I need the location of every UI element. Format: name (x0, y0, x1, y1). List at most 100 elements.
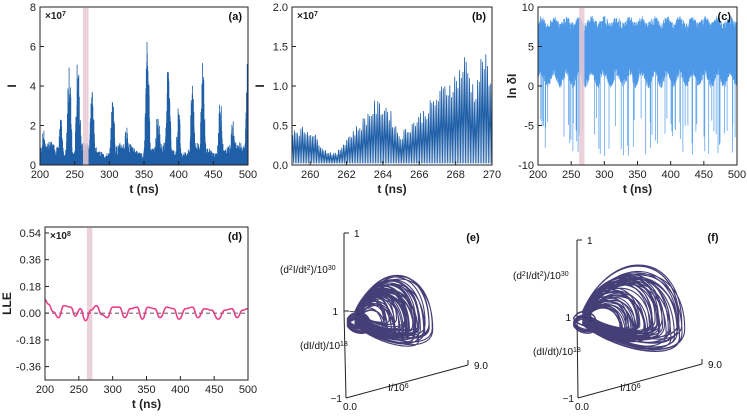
lndI-trace (538, 15, 737, 156)
superscript: 2 (307, 265, 311, 272)
x-tick-label: 400 (171, 384, 189, 396)
superscript: 18 (340, 341, 348, 348)
intensity-trace (40, 42, 248, 165)
y-tick-label: 5 (528, 42, 534, 54)
z-tick-label: 1 (587, 236, 593, 247)
label-part: I/10 (620, 383, 637, 394)
axis-multiplier: ×108 (50, 231, 71, 243)
highlight-window (86, 228, 93, 380)
x-axis-label: t (ns) (132, 397, 161, 411)
phase-trajectory (346, 275, 434, 347)
y-tick-label: 1.0 (273, 81, 288, 93)
y-tick-label: 6 (30, 42, 36, 54)
x-axis-label: I/106 (620, 383, 641, 395)
z-axis-label: (d2I/dt2)/1030 (513, 271, 569, 283)
y-tick-label: 0.5 (273, 121, 288, 133)
y-axis (343, 310, 347, 399)
x-axis-label: t (ns) (623, 182, 652, 196)
z-axis-label: (d2I/dt2)/1030 (280, 265, 336, 277)
panel-label: (d) (228, 231, 242, 243)
x-tick-label: 450 (205, 384, 223, 396)
x-tick-label: 500 (239, 384, 257, 396)
x-axis-label: t (ns) (129, 182, 158, 196)
y-tick-label: -0.36 (16, 362, 41, 374)
superscript: 7 (314, 11, 318, 18)
y-tick-label: −1 (563, 394, 575, 405)
x-tick-label: 300 (100, 169, 118, 181)
y-tick-label: 0.0 (273, 160, 288, 172)
intensity-trace (292, 54, 492, 164)
panel-label: (a) (229, 11, 243, 23)
x-tick-label: 268 (446, 169, 464, 181)
label-part: (d (513, 271, 522, 282)
panel-label: (c) (718, 11, 732, 23)
highlight-window (579, 8, 585, 165)
x-tick-label: 300 (103, 384, 121, 396)
label-part: (d (280, 265, 289, 276)
label-part: ×10 (50, 231, 67, 242)
y-tick-label: -5 (524, 121, 534, 133)
label-part: I/10 (388, 383, 405, 394)
x-tick-label: 400 (169, 169, 187, 181)
x-tick-label: 350 (137, 384, 155, 396)
x-tick-label: 350 (135, 169, 153, 181)
y-axis-label: I (5, 84, 19, 87)
y-tick-label: 2 (30, 121, 36, 133)
x-tick-label: 0.0 (343, 402, 357, 413)
x-tick-label: 300 (595, 169, 613, 181)
highlight-window (82, 8, 89, 165)
panel-label: (f) (708, 232, 719, 244)
x-tick-label: 9.0 (708, 360, 722, 371)
x-tick-label: 200 (36, 384, 54, 396)
y-tick-label: 4 (30, 81, 36, 93)
x-tick-label: 200 (529, 169, 547, 181)
superscript: 6 (405, 383, 409, 390)
panel-c: 200 250 300 350 400 450 500 -10 -5 0 5 10 t (ns) ln δ… (505, 2, 746, 196)
label-part: )/10 (311, 265, 329, 276)
y-tick-label: 0.54 (20, 228, 41, 240)
x-tick-label: 260 (301, 169, 319, 181)
y-tick-label: 0.18 (20, 281, 41, 293)
x-tick-label: 264 (374, 169, 392, 181)
label-part: )/10 (544, 271, 562, 282)
label-part: I/dt (526, 271, 540, 282)
panel-f: 11 −1−10.09.0(d2I/dt2)/1030(dI/dt)/1018I/… (513, 232, 722, 413)
x-tick-label: 450 (204, 169, 222, 181)
y-tick-label: 10 (522, 2, 534, 14)
x-tick-label: 250 (562, 169, 580, 181)
superscript: 2 (522, 271, 526, 278)
z-tick-label: 1 (354, 229, 360, 240)
x-axis-label: t (ns) (377, 182, 406, 196)
y-tick-label: −1 (331, 394, 343, 405)
y-tick-label: -0.18 (16, 335, 41, 347)
y-tick-label: 0.36 (20, 255, 41, 267)
x-tick-label: 262 (337, 169, 355, 181)
x-tick-label: 266 (410, 169, 428, 181)
x-tick-label: 0.0 (575, 402, 589, 413)
panel-label: (e) (466, 232, 480, 244)
superscript: 6 (637, 383, 641, 390)
x-tick-label: 9.0 (474, 361, 488, 372)
x-tick-label: 250 (70, 384, 88, 396)
y-tick-label: 8 (30, 2, 36, 14)
y-tick-label: 0 (30, 160, 36, 172)
superscript: 2 (289, 265, 293, 272)
label-part: (dI/dt)/10 (300, 341, 340, 352)
y-axis-label: ln δI (505, 74, 519, 99)
x-tick-label: 270 (483, 169, 501, 181)
label-part: ×10 (297, 11, 314, 22)
superscript: 8 (67, 231, 71, 238)
plot-frame (44, 226, 249, 381)
x-axis-label: I/106 (388, 383, 409, 395)
lle-curve (45, 299, 248, 322)
panel-d: 200 250 300 350 400 450 500 0.54 0.36 0.18 0.00 -0.… (0, 226, 257, 411)
y-tick-label: 1.5 (273, 42, 288, 54)
label-part: I/dt (293, 265, 307, 276)
x-tick-label: 450 (695, 169, 713, 181)
panel-e: 11 −1−10.09.0(d2I/dt2)/1030(dI/dt)/1018I/… (280, 229, 488, 413)
x-tick-label: 500 (728, 169, 746, 181)
x-axis (577, 363, 703, 399)
x-tick-label: 250 (65, 169, 83, 181)
y-axis-label: (dI/dt)/1018 (300, 341, 348, 353)
x-tick-label: 200 (31, 169, 49, 181)
